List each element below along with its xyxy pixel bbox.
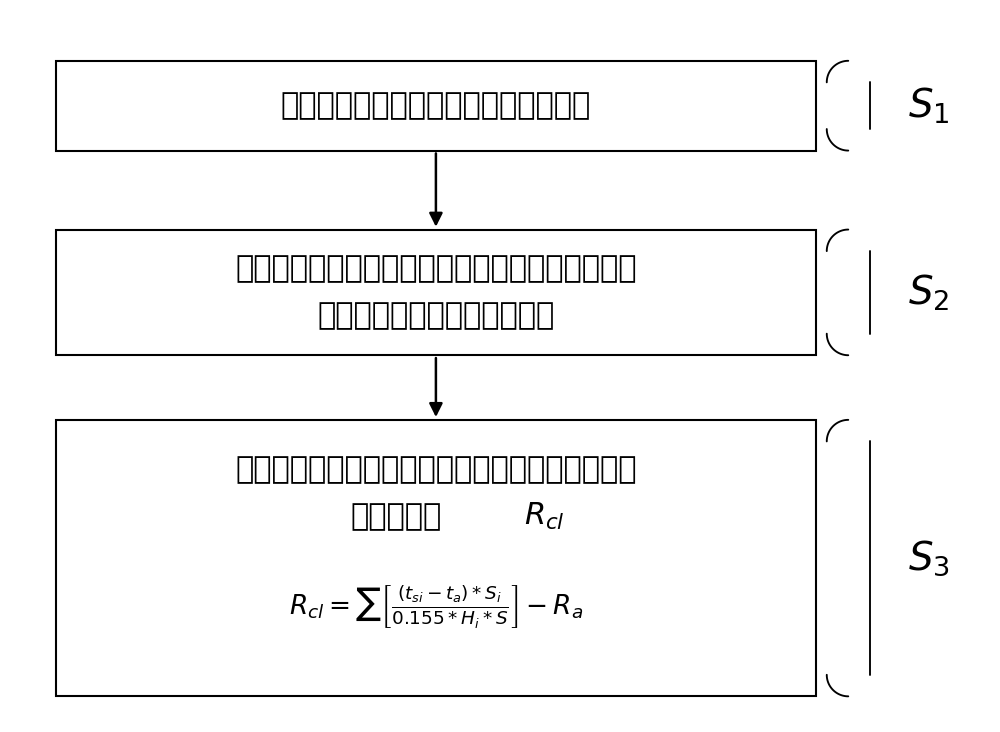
Text: $S_1$: $S_1$ [908,86,950,126]
Text: $R_{cl} = \sum\left[\frac{(t_{si}-t_a)*S_i}{0.155*H_i*S}\right]-R_a$: $R_{cl} = \sum\left[\frac{(t_{si}-t_a)*S… [289,583,583,630]
Bar [56,230,816,355]
Text: 到服装热阻: 到服装热阻 [351,502,442,531]
Text: $S_2$: $S_2$ [908,272,950,313]
Text: 基于各加热分区的表面温度并利用下列公式计算得: 基于各加热分区的表面温度并利用下列公式计算得 [235,455,637,485]
Text: $S_3$: $S_3$ [908,539,950,578]
Bar [56,420,816,696]
Text: 按照人体表面温度的分布特性设定所述可穿戴式暖
体假人各加热分区的表面温度: 按照人体表面温度的分布特性设定所述可穿戴式暖 体假人各加热分区的表面温度 [235,254,637,331]
Text: 将可穿戴式暖体假人穿戴于人体模特上: 将可穿戴式暖体假人穿戴于人体模特上 [281,92,591,120]
Text: $R_{cl}$: $R_{cl}$ [524,501,565,532]
Bar [56,61,816,151]
